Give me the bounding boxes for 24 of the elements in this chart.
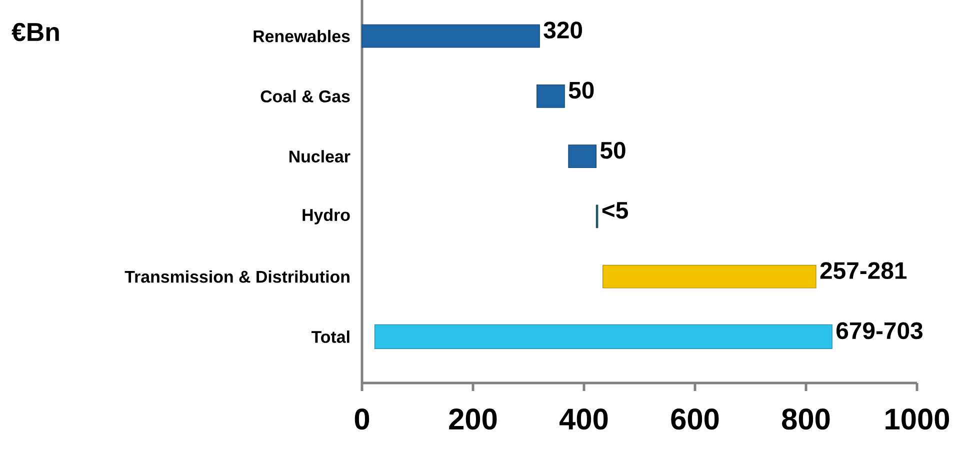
y-tick-label: Coal & Gas	[260, 90, 350, 102]
x-tick-label: 1000	[886, 408, 950, 430]
data-label: 50	[568, 82, 594, 99]
data-label: 320	[544, 22, 582, 39]
x-tick-label: 0	[354, 408, 370, 430]
y-tick-label: Renewables	[254, 30, 350, 42]
x-tick-label: 200	[449, 408, 497, 430]
y-tick-label: Hydro	[302, 208, 350, 224]
bar	[568, 144, 597, 168]
data-label: <5	[602, 202, 628, 219]
data-label: 257-281	[820, 262, 907, 280]
bar	[362, 24, 540, 48]
data-label: 679-703	[836, 322, 922, 340]
y-tick-label: Transmission & Distribution	[124, 270, 350, 283]
data-label: 50	[600, 142, 626, 159]
y-tick-label: Nuclear	[289, 150, 350, 163]
y-axis-title: €Bn	[12, 22, 59, 42]
x-tick-label: 800	[782, 408, 830, 430]
bar	[374, 324, 832, 350]
y-tick-label: Total	[311, 330, 350, 343]
bar	[536, 84, 565, 108]
x-tick-label: 400	[560, 408, 608, 430]
x-tick-label: 600	[671, 408, 719, 430]
bar	[602, 264, 816, 288]
